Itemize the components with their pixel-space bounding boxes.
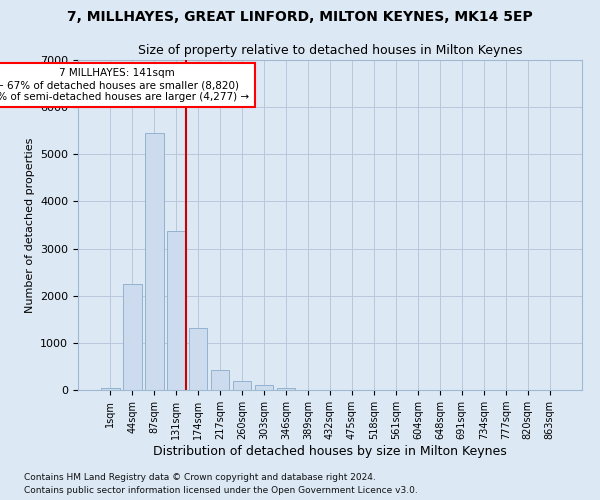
Bar <box>277 388 295 390</box>
Bar <box>211 370 229 390</box>
Bar <box>167 230 185 390</box>
Bar <box>123 284 142 390</box>
Text: 7, MILLHAYES, GREAT LINFORD, MILTON KEYNES, MK14 5EP: 7, MILLHAYES, GREAT LINFORD, MILTON KEYN… <box>67 10 533 24</box>
X-axis label: Distribution of detached houses by size in Milton Keynes: Distribution of detached houses by size … <box>153 445 507 458</box>
Text: 7 MILLHAYES: 141sqm
← 67% of detached houses are smaller (8,820)
32% of semi-det: 7 MILLHAYES: 141sqm ← 67% of detached ho… <box>0 68 250 102</box>
Title: Size of property relative to detached houses in Milton Keynes: Size of property relative to detached ho… <box>138 44 522 58</box>
Bar <box>101 388 119 390</box>
Bar <box>233 380 251 390</box>
Text: Contains HM Land Registry data © Crown copyright and database right 2024.
Contai: Contains HM Land Registry data © Crown c… <box>24 474 418 495</box>
Y-axis label: Number of detached properties: Number of detached properties <box>25 138 35 312</box>
Bar <box>189 328 208 390</box>
Bar <box>145 133 164 390</box>
Bar <box>255 385 274 390</box>
